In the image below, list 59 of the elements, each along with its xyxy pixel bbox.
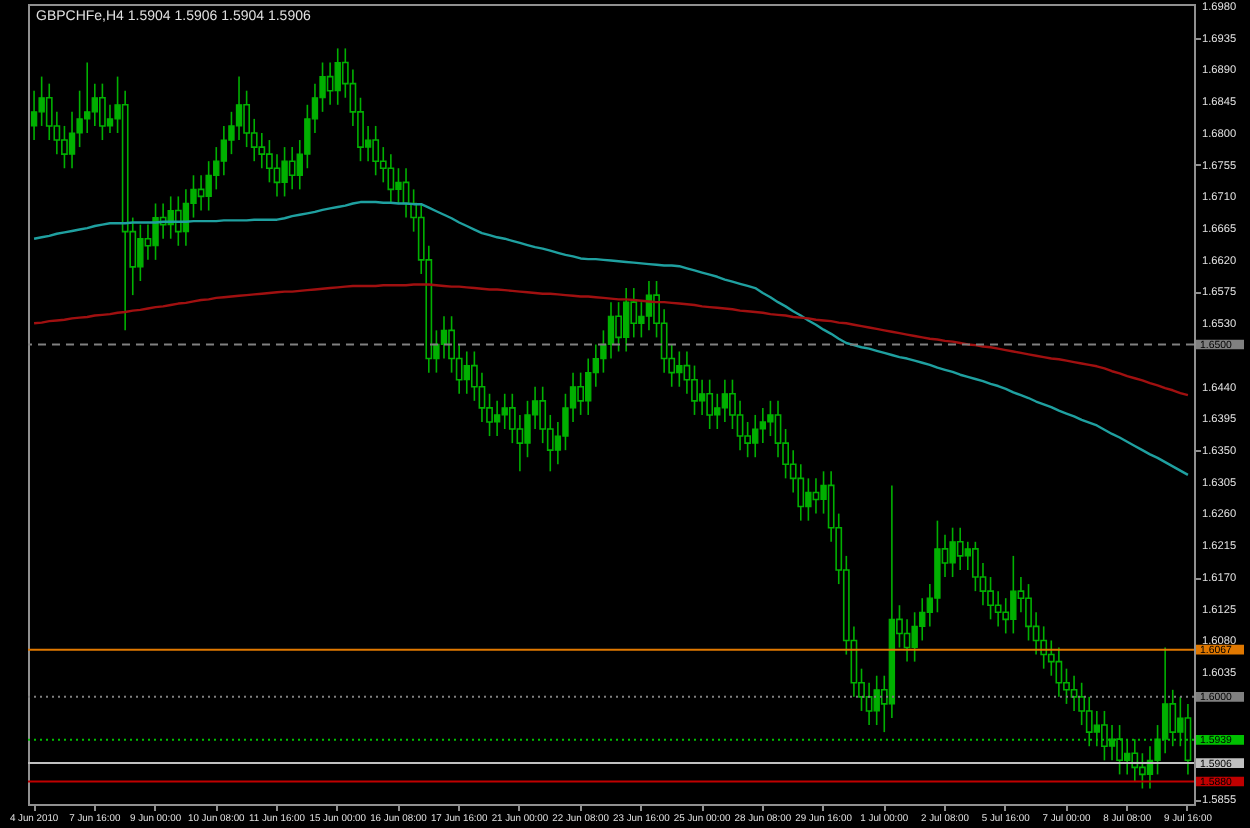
candlestick [91,82,98,127]
candlestick [607,301,615,360]
candlestick [1161,646,1169,755]
candlestick [805,477,812,522]
candlestick [493,400,501,437]
line-series [32,283,1190,397]
candlestick [167,195,174,240]
candlestick [98,82,106,141]
candlestick [1093,710,1101,747]
candlestick [1085,696,1093,747]
candlestick [273,153,281,198]
candlestick [463,350,470,395]
candlestick [1116,724,1124,776]
candlestick [767,400,774,437]
candlestick [949,526,956,578]
candlestick [919,597,926,642]
candlestick [235,75,243,141]
candlestick [956,526,964,571]
candlestick [994,590,1002,628]
candlestick [774,400,782,459]
candlestick [1002,597,1010,635]
candlestick [174,195,182,247]
candlestick [585,357,592,416]
candlestick [630,287,638,339]
candlestick [1101,710,1108,762]
candlestick [84,61,91,134]
candlestick [615,301,622,353]
candlestick [1055,646,1063,698]
candlestick [152,202,159,261]
candlestick [516,414,524,473]
candlestick [706,378,714,430]
candlestick [1169,689,1177,747]
candlestick [220,125,228,177]
candlestick [736,400,744,451]
candlestick [964,541,971,571]
candlestick [752,414,759,459]
candlestick [288,146,296,191]
candlestick [1124,738,1131,776]
candlestick [281,146,288,198]
candlestick [759,407,767,444]
candlestick [501,392,508,430]
candlestick [326,61,334,106]
candlestick [372,125,380,177]
candlestick [106,103,114,134]
candlestick [334,47,341,106]
candlestick [698,378,706,416]
candlestick [676,350,683,388]
candlestick [144,223,152,261]
candlestick [721,378,729,423]
candlestick [873,674,880,726]
candlestick [395,167,402,205]
candlestick [30,89,38,141]
candlestick [478,371,486,423]
candlestick [1131,738,1139,783]
candlestick [137,223,144,282]
candlestick [622,287,630,353]
candlestick [68,111,76,170]
candlestick [387,153,395,205]
candlestick [1010,555,1017,635]
